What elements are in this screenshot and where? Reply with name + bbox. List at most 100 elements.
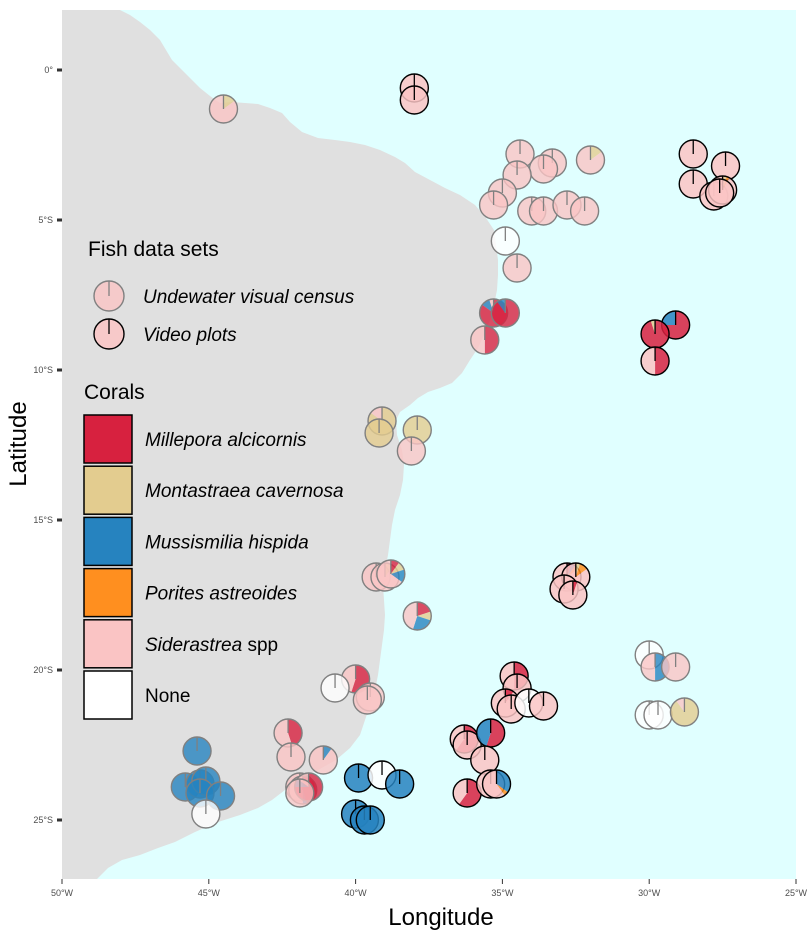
site-pie-uvc (182, 736, 212, 766)
pie-outline (502, 253, 532, 283)
pie-outline (308, 745, 339, 775)
y-tick-label: 25°S (33, 815, 53, 825)
pie-outline (376, 559, 406, 589)
pie-slice-porites (575, 563, 588, 577)
pie-markers (170, 73, 741, 835)
pie-slice-siderastrea (309, 746, 338, 775)
site-pie-video (475, 718, 506, 748)
site-pie-uvc (352, 685, 383, 715)
y-tick-label: 10°S (33, 365, 53, 375)
legend-coral-swatch (83, 619, 133, 669)
y-tick-label: 0° (44, 65, 53, 75)
y-tick-label: 15°S (33, 515, 53, 525)
pie-slice-mussismilia (661, 311, 676, 325)
site-pie-uvc (376, 559, 406, 589)
x-tick-label: 25°W (785, 888, 808, 898)
site-pie-uvc (470, 325, 500, 355)
pie-outline (678, 139, 708, 169)
pie-slice-siderastrea (482, 770, 505, 798)
site-pie-video (558, 580, 588, 610)
site-pie-uvc (569, 196, 600, 226)
pie-outline (490, 298, 521, 328)
legend-coral-label: Millepora alcicornis (145, 430, 307, 451)
site-pie-video (640, 346, 670, 376)
legend-coral-label: Porites astreoides (145, 584, 298, 605)
legend-coral-swatch (83, 414, 133, 464)
site-pie-video (528, 691, 559, 721)
pie-slice-siderastrea (641, 653, 656, 681)
site-pie-uvc (528, 154, 559, 184)
pie-outline (660, 652, 691, 682)
site-pie-uvc (478, 190, 509, 220)
pie-outline (205, 781, 236, 811)
site-pie-video (399, 85, 430, 115)
x-tick-label: 35°W (491, 888, 514, 898)
map-panel (62, 10, 796, 879)
site-pie-video (452, 778, 482, 808)
legend-coral-label: Siderastrea spp (145, 635, 278, 656)
pie-outline (478, 190, 509, 220)
legend-coral-label: None (145, 686, 190, 707)
legend-fish-label: Undewater visual census (143, 287, 355, 308)
pie-slice-millepora (458, 779, 482, 807)
site-pie-video (481, 769, 512, 799)
pie-slice-montastraea (417, 611, 432, 621)
pie-slice-siderastrea (453, 779, 468, 805)
pie-slice-montastraea (575, 563, 581, 577)
pie-outline (93, 280, 125, 312)
legend-fish-items: Undewater visual census Video plots (93, 280, 355, 350)
pie-outline (352, 685, 383, 715)
legend-coral-items: Millepora alcicornis Montastraea cavernos… (83, 414, 344, 720)
pie-slice-millepora (417, 602, 431, 616)
x-axis-ticks: 50°W 45°W 40°W 35°W 30°W 25°W (51, 879, 808, 898)
pie-outline (528, 691, 559, 721)
legend-coral-swatch (83, 670, 133, 720)
pie-outline (208, 94, 239, 124)
site-pie-video (704, 178, 735, 208)
site-pie-video (384, 769, 415, 799)
legend-fish-label: Video plots (143, 325, 237, 346)
pie-outline (490, 226, 521, 256)
pie-outline (569, 196, 600, 226)
pie-slice-siderastrea (641, 347, 656, 375)
pie-outline (399, 85, 430, 115)
pie-outline (191, 799, 221, 829)
legend-coral-label-italic: Montastraea cavernosa (145, 481, 344, 502)
pie-outline (669, 697, 700, 727)
pie-outline (481, 769, 512, 799)
site-pie-video (640, 319, 670, 349)
x-tick-label: 30°W (638, 888, 661, 898)
site-pie-uvc (669, 697, 700, 727)
pie-slice-millepora (288, 719, 303, 747)
pie-slice-millepora (572, 581, 578, 595)
pie-outline (402, 601, 432, 631)
y-tick-label: 20°S (33, 665, 53, 675)
pie-outline (640, 346, 670, 376)
pie-outline (355, 805, 385, 835)
legend-coral-label-italic: Siderastrea (145, 635, 242, 656)
legend-coral-label: Montastraea cavernosa (145, 481, 344, 502)
site-pie-uvc (320, 673, 350, 703)
pie-slice-siderastrea (470, 326, 485, 354)
site-pie-uvc (364, 418, 394, 448)
pie-slice-porites (496, 784, 508, 796)
pie-outline (93, 318, 125, 350)
pie-outline (384, 769, 415, 799)
pie-outline (364, 418, 394, 448)
pie-slice-montastraea (650, 320, 656, 334)
site-pie-uvc (285, 778, 315, 808)
legend-coral-swatch (83, 465, 133, 515)
legend-coral-title: Corals (84, 381, 145, 404)
site-pie-uvc (660, 652, 691, 682)
legend-coral-label-italic: Porites astreoides (145, 584, 298, 605)
site-pie-uvc (273, 718, 303, 748)
pie-outline (320, 673, 350, 703)
brazil-coastline-landmass (62, 10, 498, 879)
legend: Fish data sets Undewater visual census Vi… (83, 238, 355, 720)
pie-slice-millepora (390, 560, 400, 574)
pie-outline (575, 145, 606, 175)
site-pie-uvc (191, 799, 221, 829)
pie-outline (452, 730, 482, 760)
y-axis-title: Latitude (5, 401, 32, 486)
